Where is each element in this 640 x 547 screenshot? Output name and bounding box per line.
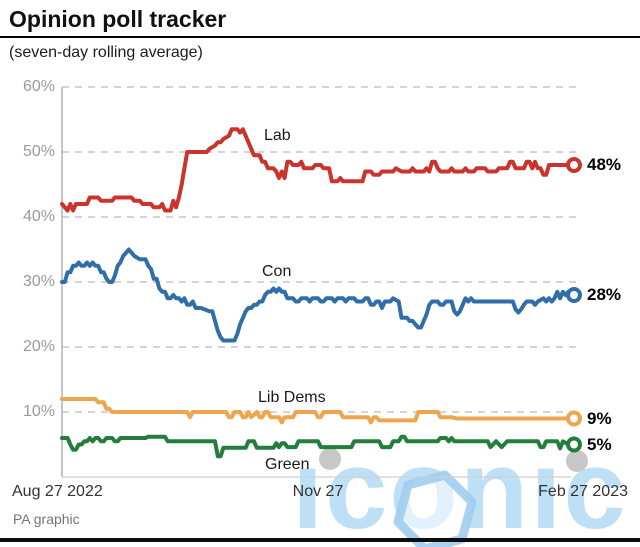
lab-series-label: Lab [264,127,291,144]
green-line [60,434,576,459]
green-series-label: Green [265,456,310,473]
series-lines [60,127,582,459]
lab-end-marker [566,157,582,173]
lib-dems-series-label: Lib Dems [258,389,326,406]
bottom-bar [0,538,640,542]
lib-dems-line [60,397,576,425]
con-end-marker [566,287,582,303]
gridlines [62,86,576,413]
lib-dems-end-value: 9% [587,408,612,428]
page-subtitle: (seven-day rolling average) [9,44,203,61]
x-tick-nov27: Nov 27 [292,483,344,500]
y-tick-10: 10% [22,403,55,420]
x-tick-feb27: Feb 27 2023 [538,483,628,500]
x-tick-aug27: Aug 27 2022 [12,483,103,500]
y-tick-30: 30% [22,273,55,290]
lab-end-value: 48% [587,155,622,174]
source-credit: PA graphic [13,511,80,527]
green-end-marker [566,436,582,453]
page-title: Opinion poll tracker [9,6,227,32]
con-series-label: Con [262,263,292,280]
lab-line [60,127,576,213]
lib-dems-end-marker [566,410,582,427]
con-end-value: 28% [587,285,622,304]
green-end-value: 5% [587,434,612,454]
y-tick-40: 40% [22,208,55,225]
y-tick-20: 20% [22,338,55,355]
title-divider [0,36,640,38]
y-tick-60: 60% [22,78,55,95]
y-tick-50: 50% [22,143,55,160]
con-line [60,247,576,343]
